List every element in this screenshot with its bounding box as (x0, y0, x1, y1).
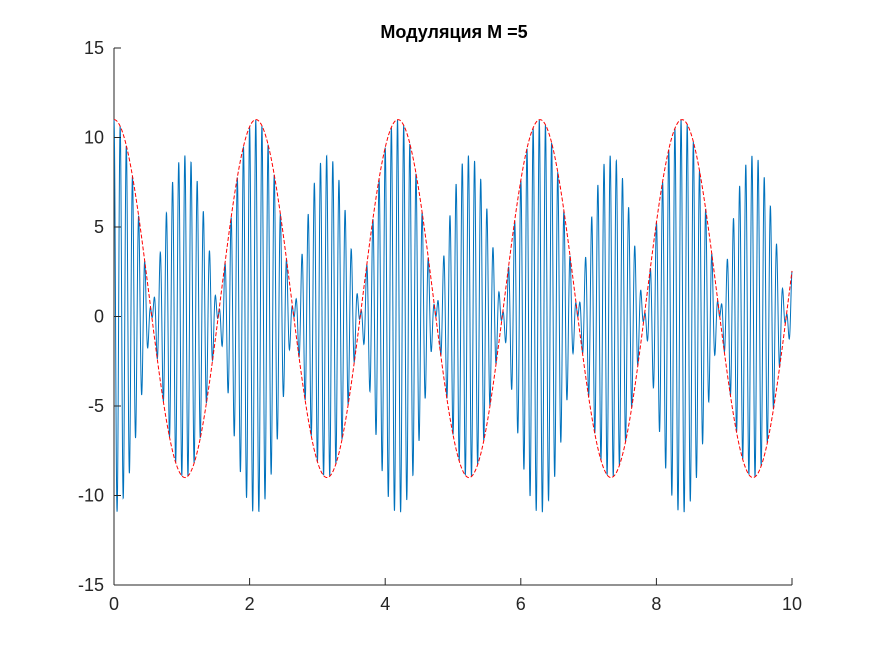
y-tick-label: 5 (94, 217, 104, 237)
x-tick-label: 2 (245, 594, 255, 614)
y-tick-label: -5 (88, 396, 104, 416)
y-tick-label: 10 (84, 128, 104, 148)
x-tick-label: 0 (109, 594, 119, 614)
x-tick-label: 6 (516, 594, 526, 614)
y-tick-label: -15 (78, 575, 104, 595)
x-tick-label: 4 (380, 594, 390, 614)
signal-series (113, 119, 793, 513)
chart-title: Модуляция M =5 (380, 22, 527, 42)
x-tick-label: 8 (651, 594, 661, 614)
signal-line (113, 119, 793, 513)
y-tick-label: 0 (94, 307, 104, 327)
ticks: 0 2 4 6 8 10 -15 -10 -5 0 5 10 15 (78, 38, 802, 614)
y-tick-label: -10 (78, 486, 104, 506)
y-tick-label: 15 (84, 38, 104, 58)
axes (113, 48, 792, 586)
x-tick-label: 10 (782, 594, 802, 614)
